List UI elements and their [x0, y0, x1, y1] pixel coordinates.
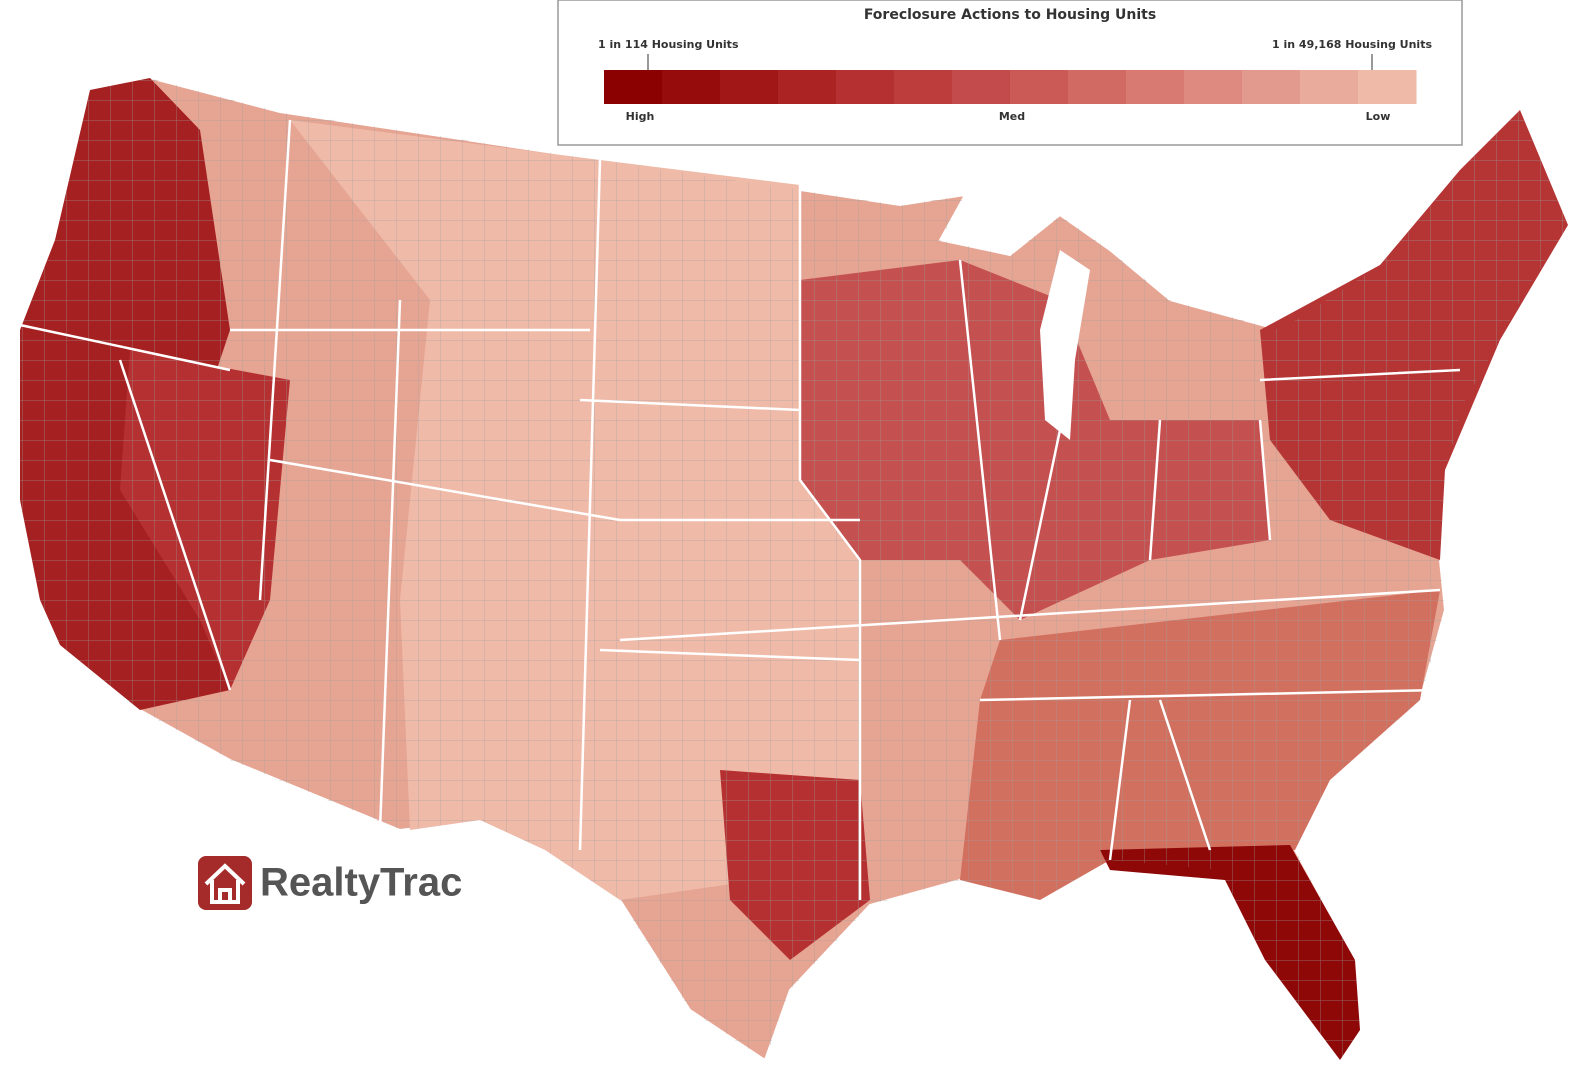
color-swatch: [1068, 70, 1127, 104]
color-swatch: [1358, 70, 1417, 104]
color-swatch: [894, 70, 953, 104]
logo-house: [204, 863, 246, 904]
legend-title: Foreclosure Actions to Housing Units: [864, 7, 1156, 23]
color-swatch: [778, 70, 837, 104]
color-swatch: [952, 70, 1011, 104]
color-swatch: [720, 70, 779, 104]
us-map: [19, 76, 1570, 1062]
legend-scale-label: High: [626, 110, 655, 123]
color-swatch: [662, 70, 721, 104]
legend-scale-label: Low: [1366, 110, 1391, 123]
logo: RealtyTrac: [198, 856, 462, 910]
county-texture: [20, 78, 1568, 1060]
legend-scale-label: Med: [999, 110, 1025, 123]
color-swatch: [1184, 70, 1243, 104]
legend-low-label: 1 in 49,168 Housing Units: [1272, 38, 1432, 51]
color-ramp: [604, 70, 1417, 104]
logo-text: RealtyTrac: [260, 861, 462, 905]
legend-high-label: 1 in 114 Housing Units: [598, 38, 739, 51]
color-swatch: [1010, 70, 1069, 104]
state-borders: [19, 119, 1461, 900]
color-swatch: [1242, 70, 1301, 104]
color-swatch: [604, 70, 663, 104]
michigan-lake: [1040, 250, 1090, 440]
color-swatch: [1300, 70, 1359, 104]
legend: Foreclosure Actions to Housing Units 1 i…: [557, 0, 1463, 146]
color-swatch: [1126, 70, 1185, 104]
color-swatch: [836, 70, 895, 104]
